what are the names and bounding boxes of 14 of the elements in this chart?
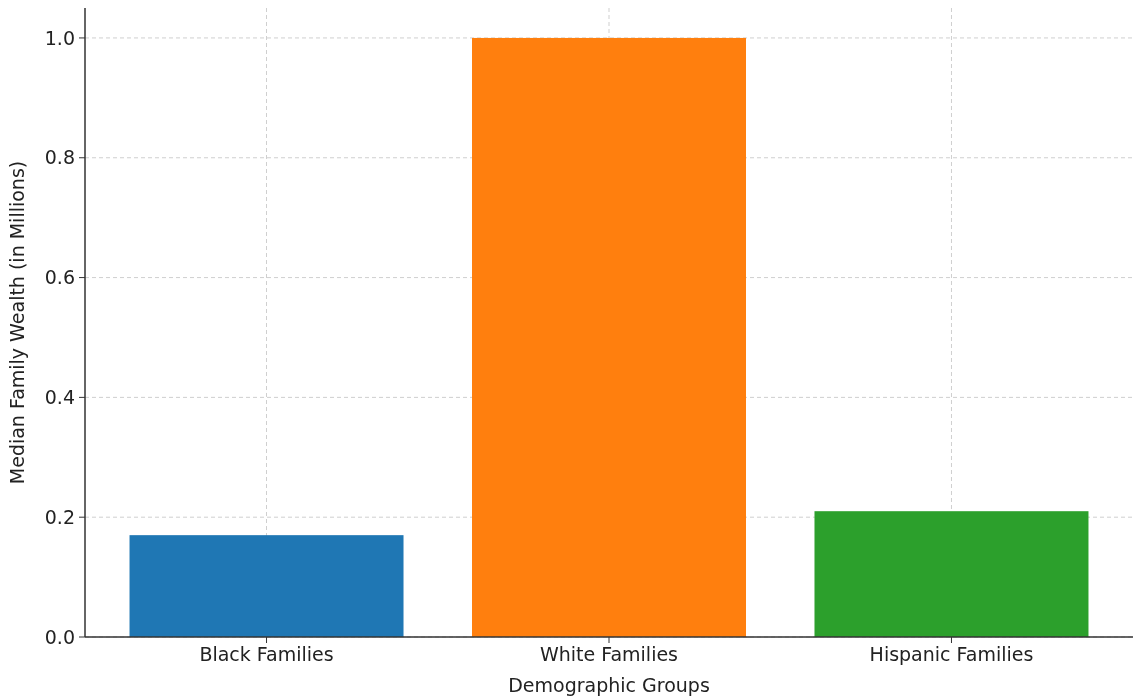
x-axis-title: Demographic Groups — [508, 674, 710, 696]
x-tick-label: White Families — [539, 643, 679, 665]
y-tick-label: 0.6 — [44, 266, 75, 289]
y-tick-label: 0.0 — [44, 625, 75, 648]
y-tick-label: 1.0 — [44, 26, 75, 49]
bar — [129, 535, 404, 637]
y-tick-label: 0.4 — [44, 386, 75, 409]
y-tick-label: 0.2 — [44, 505, 75, 528]
bar — [814, 511, 1089, 637]
bar — [472, 37, 746, 637]
x-tick-label: Hispanic Families — [869, 643, 1034, 665]
x-tick-label: Black Families — [199, 643, 334, 665]
y-axis-title: Median Family Wealth (in Millions) — [6, 160, 28, 485]
y-tick-label: 0.8 — [44, 146, 75, 169]
